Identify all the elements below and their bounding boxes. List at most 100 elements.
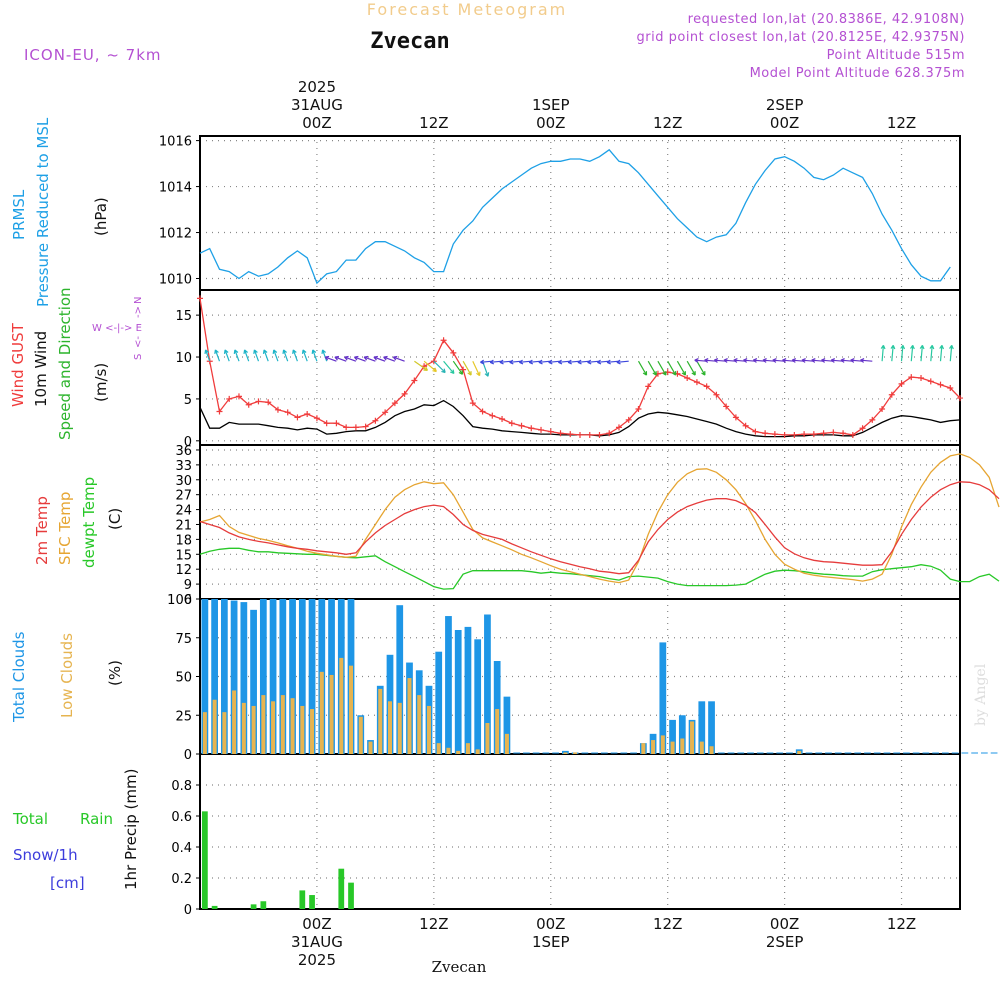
gust-marker (499, 416, 506, 423)
low-cloud-bar (670, 741, 675, 754)
low-cloud-bar (660, 735, 665, 754)
wind-direction-arrow (548, 359, 561, 365)
bottom-time-label: 00Z (536, 915, 565, 933)
bottom-time-label: 2SEP (766, 933, 804, 951)
ytick-label: 1016 (159, 135, 192, 150)
gust-marker (557, 430, 564, 437)
wind-direction-arrow (910, 344, 915, 362)
gust-marker (450, 349, 457, 356)
pressure-line (199, 148, 951, 285)
gust-marker (469, 400, 476, 407)
ytick-label: 75 (175, 632, 192, 647)
compass-s: S (133, 354, 144, 360)
ytick-label: 30 (175, 474, 192, 489)
low-cloud-bar (339, 657, 344, 754)
wind-direction-arrow (272, 349, 279, 362)
wind-direction-arrow (292, 349, 298, 362)
gust-marker (460, 366, 467, 373)
ytick-label: 36 (175, 444, 192, 459)
cloud-labels: Total Clouds Low Clouds (%) by Angel (10, 631, 989, 726)
gust-marker (732, 414, 739, 421)
gust-marker (879, 405, 886, 412)
wind-direction-arrow (253, 349, 260, 362)
gust-marker (742, 422, 749, 429)
gust-marker (888, 391, 895, 398)
low-cloud-bar (232, 690, 237, 754)
top-time-label: 00Z (536, 114, 565, 132)
rain-label-b: Rain (80, 810, 113, 828)
pressure-label-prmsl: PRMSL (10, 189, 28, 240)
gust-marker (615, 424, 622, 431)
gust-marker (274, 406, 281, 413)
low-cloud-bar (378, 688, 383, 754)
wind-direction-arrow (462, 360, 472, 376)
gust-marker (840, 430, 847, 437)
gust-marker (489, 412, 496, 419)
temp-sfc-label: SFC Temp (56, 492, 74, 565)
ytick-label: 27 (175, 489, 192, 504)
ytick-label: 0 (184, 748, 192, 763)
low-cloud-bar (388, 701, 392, 754)
low-cloud-bar (651, 740, 656, 754)
gust-marker (323, 420, 330, 427)
low-cloud-bar (495, 709, 500, 754)
total-cloud-bar (269, 599, 277, 754)
total-cloud-bar (298, 599, 306, 754)
ytick-label: 50 (175, 671, 192, 686)
wind-dir-label: Speed and Direction (56, 287, 74, 440)
low-cloud-bar (358, 716, 363, 754)
model-name: ICON-EU, ~ 7km (24, 46, 162, 64)
bottom-time-label: 12Z (887, 915, 916, 933)
rain-bar (260, 901, 267, 909)
gust-marker (313, 415, 320, 422)
gust-marker (245, 401, 252, 408)
wind-direction-arrow (647, 360, 657, 376)
gust-marker (411, 377, 418, 384)
wind-direction-arrow (383, 355, 396, 362)
bottom-time-label: 12Z (419, 915, 448, 933)
wind-direction-arrow (443, 360, 455, 375)
wind-direction-arrow (363, 355, 376, 362)
rain-bar (309, 895, 315, 909)
total-cloud-bar (230, 600, 238, 754)
top-time-label: 00Z (770, 114, 799, 132)
gust-marker (713, 391, 720, 398)
ytick-label: 12 (175, 563, 192, 578)
gust-marker (567, 431, 574, 438)
ytick-label: 1010 (159, 273, 192, 288)
wind-direction-arrow (472, 360, 481, 377)
low-cloud-bar (456, 750, 461, 754)
gust-marker (197, 295, 203, 302)
ytick-label: 0.2 (171, 872, 192, 887)
pressure-labels: PRMSL Pressure Reduced to MSL (hPa) (10, 117, 110, 307)
gust-marker (508, 420, 515, 427)
bottom-time-label: 00Z (770, 915, 799, 933)
gust-marker (908, 374, 915, 381)
panel-frame (199, 289, 961, 446)
gust-marker (859, 425, 866, 432)
dewpt-line (199, 547, 1000, 590)
temp-dewpt-label: dewpt Temp (80, 477, 98, 568)
wind-direction-arrow (301, 349, 308, 362)
gust-marker (693, 379, 700, 386)
sfc-temp-line (199, 453, 1000, 584)
wind-direction-arrow (509, 359, 522, 365)
total-cloud-bar (698, 701, 706, 754)
wind-direction-arrow (538, 359, 551, 365)
gust-marker (528, 425, 535, 432)
wind-gust-label: Wind GUST (9, 322, 27, 407)
wind-gust-line (199, 298, 961, 436)
gust-marker (265, 399, 272, 406)
compass-n-arrow: -> (133, 306, 144, 318)
wind-direction-arrow (243, 349, 250, 362)
total-cloud-bar (493, 661, 501, 754)
wind-direction-arrow (311, 349, 318, 362)
top-time-label: 12Z (419, 114, 448, 132)
low-cloud-bar (699, 741, 704, 754)
gust-marker (810, 431, 817, 438)
total-cloud-bar (484, 614, 491, 754)
bottom-time-label: 12Z (653, 915, 682, 933)
gust-marker (762, 430, 769, 437)
